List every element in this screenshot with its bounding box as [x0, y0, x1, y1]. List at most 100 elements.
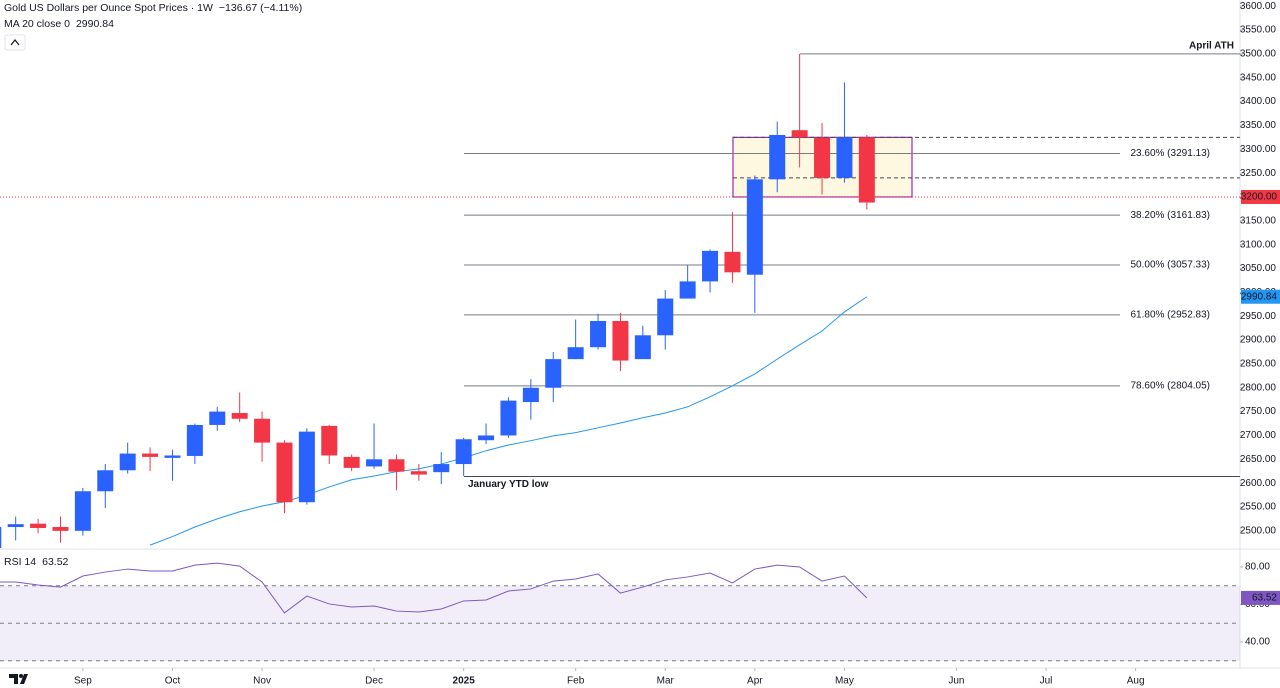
collapse-button[interactable]	[4, 34, 26, 51]
candle-body	[0, 527, 2, 548]
candle-body	[455, 439, 472, 465]
candle-body	[209, 411, 226, 425]
candle-body	[590, 320, 607, 348]
candle-body	[836, 137, 853, 178]
candle-body	[478, 435, 495, 441]
y-tick-label: 3600.00	[1240, 1, 1277, 12]
candle-body	[254, 418, 271, 443]
fib-label: 61.80% (2952.83)	[1130, 309, 1210, 320]
price-pane: April ATH January YTD low 23.60% (3291.13)…	[0, 41, 1240, 548]
rsi-legend: RSI 14	[4, 556, 36, 568]
y-tick-label: 2650.00	[1240, 454, 1277, 465]
candle-body	[164, 455, 181, 458]
candle-body	[366, 459, 383, 467]
x-tick-label: Apr	[747, 676, 763, 687]
x-tick-label: Oct	[165, 676, 181, 687]
ma-line	[149, 296, 868, 546]
y-tick-label: 3350.00	[1240, 120, 1277, 131]
candle-body	[500, 400, 517, 436]
ath-label: April ATH	[1189, 41, 1234, 52]
price-line-label: 3200.00	[1241, 192, 1278, 203]
candle-body	[634, 335, 651, 360]
candle-body	[97, 470, 114, 492]
y-tick-label: 2950.00	[1240, 311, 1277, 322]
candle-body	[769, 134, 786, 180]
candle-body	[679, 281, 696, 299]
candle-body	[276, 442, 293, 503]
rsi-axis-label-bg	[1241, 590, 1280, 605]
ma-axis-label-bg	[1241, 289, 1280, 304]
y-tick-label: 3250.00	[1240, 168, 1277, 179]
candle-body	[545, 359, 562, 388]
y-tick-label: 2550.00	[1240, 502, 1277, 513]
candle-body	[74, 491, 91, 531]
candle-body	[410, 471, 427, 475]
candle-body	[52, 527, 69, 531]
y-tick-label: 2700.00	[1240, 430, 1277, 441]
price-change: −136.67 (−4.11%)	[219, 2, 302, 14]
y-tick-label: 3300.00	[1240, 144, 1277, 155]
candle-body	[231, 413, 248, 419]
y-tick-label: 3450.00	[1240, 72, 1277, 83]
candle-body	[657, 298, 674, 336]
x-tick-label: Jun	[948, 676, 964, 687]
rsi-y-tick-label: 40.00	[1245, 637, 1270, 648]
rsi-line	[0, 562, 868, 614]
x-tick-label: Dec	[365, 676, 383, 687]
fib-label-bg	[1120, 378, 1216, 393]
candle-body	[567, 347, 584, 360]
fib-label: 23.60% (3291.13)	[1130, 148, 1210, 159]
candle-body	[119, 453, 136, 471]
candle-body	[388, 459, 405, 472]
candle-body	[814, 137, 831, 178]
fib-label-bg	[1120, 208, 1216, 223]
fib-label-bg	[1120, 258, 1216, 273]
fib-label: 78.60% (2804.05)	[1130, 380, 1210, 391]
rsi-legend-value: 63.52	[42, 556, 68, 568]
x-tick-label: Mar	[657, 676, 675, 687]
y-tick-label: 2500.00	[1240, 525, 1277, 536]
fib-label-bg	[1120, 307, 1216, 322]
price-line-label-bg	[1241, 189, 1280, 204]
ytd-low-label: January YTD low	[468, 479, 549, 490]
ma-legend: MA 20 close 0	[4, 18, 70, 30]
candle-body	[30, 523, 47, 528]
y-tick-label: 3400.00	[1240, 96, 1277, 107]
candle-body	[724, 251, 741, 273]
candle-body	[298, 431, 315, 503]
y-tick-label: 3500.00	[1240, 49, 1277, 60]
fib-label: 38.20% (3161.83)	[1130, 210, 1210, 221]
y-tick-label: 2850.00	[1240, 359, 1277, 370]
fib-label: 50.00% (3057.33)	[1130, 260, 1210, 271]
candle-body	[7, 524, 24, 528]
candle-body	[321, 425, 338, 456]
chart-title: Gold US Dollars per Ounce Spot Prices · …	[4, 2, 213, 14]
x-tick-label: 2025	[453, 676, 476, 687]
candle-body	[433, 464, 450, 473]
x-tick-label: May	[835, 676, 854, 687]
candle-body	[791, 130, 808, 138]
x-tick-label: Sep	[74, 676, 92, 687]
x-tick-label: Jul	[1040, 676, 1053, 687]
candle-body	[746, 179, 763, 275]
x-tick-label: Feb	[567, 676, 585, 687]
y-tick-label: 3550.00	[1240, 25, 1277, 36]
candle-body	[343, 456, 360, 468]
y-tick-label: 2750.00	[1240, 406, 1277, 417]
y-tick-label: 3150.00	[1240, 215, 1277, 226]
candle-body	[858, 137, 875, 203]
candle-body	[186, 424, 203, 456]
candle-body	[612, 320, 629, 361]
y-tick-label: 2800.00	[1240, 382, 1277, 393]
y-tick-label: 2600.00	[1240, 478, 1277, 489]
y-tick-label: 3050.00	[1240, 263, 1277, 274]
x-tick-label: Nov	[253, 676, 271, 687]
candle-body	[702, 250, 719, 282]
logo	[9, 674, 28, 684]
rsi-pane	[0, 562, 1240, 662]
ma-legend-value: 2990.84	[76, 18, 114, 30]
ma-axis-label: 2990.84	[1241, 291, 1278, 302]
rsi-axis-label: 63.52	[1252, 593, 1277, 604]
y-tick-label: 2900.00	[1240, 335, 1277, 346]
